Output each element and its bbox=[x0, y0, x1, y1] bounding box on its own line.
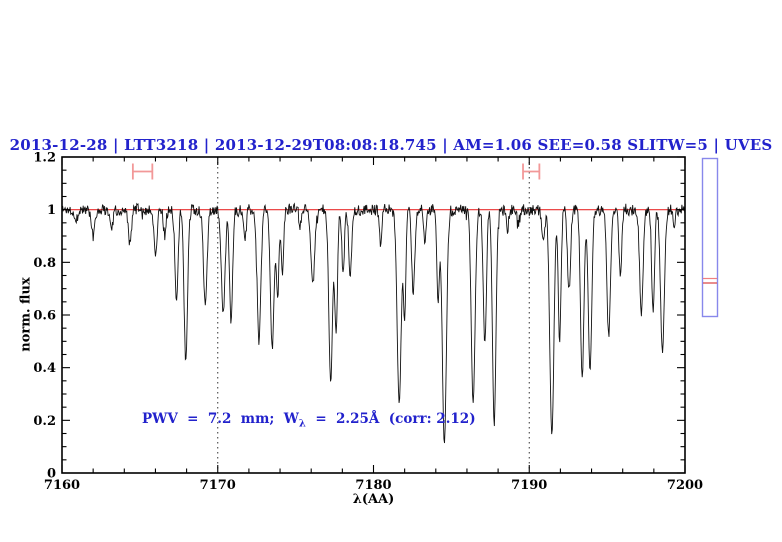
y-tick-label: 0 bbox=[47, 467, 56, 482]
wavelength-range-marker bbox=[522, 163, 541, 180]
y-tick-label: 0.8 bbox=[33, 256, 56, 271]
side-gauge-box bbox=[701, 157, 719, 318]
wavelength-range-marker bbox=[131, 163, 154, 180]
y-tick-label: 0.4 bbox=[33, 361, 56, 376]
plot-title: 2013-12-28 | LTT3218 | 2013-12-29T08:08:… bbox=[9, 136, 773, 154]
x-tick-label: 7190 bbox=[511, 478, 547, 493]
x-tick-label: 7180 bbox=[355, 478, 391, 493]
y-tick-label: 1.2 bbox=[33, 151, 56, 166]
x-tick-label: 7160 bbox=[44, 478, 80, 493]
y-axis-label: norm. flux bbox=[18, 277, 34, 352]
pwv-annotation-prefix: PWV = 7.2 mm; W bbox=[142, 411, 299, 427]
y-tick-label: 1 bbox=[47, 203, 56, 218]
spectrum-trace bbox=[61, 202, 686, 444]
x-tick-label: 7170 bbox=[200, 478, 236, 493]
y-tick-label: 0.6 bbox=[33, 309, 56, 324]
x-tick-label: 7200 bbox=[667, 478, 703, 493]
pwv-annotation: PWV = 7.2 mm; Wλ = 2.25Å (corr: 2.12) bbox=[142, 411, 476, 430]
pwv-annotation-subscript: λ bbox=[298, 418, 306, 430]
y-tick-label: 0.2 bbox=[33, 414, 56, 429]
x-axis-label: λ(AA) bbox=[352, 492, 395, 507]
pwv-annotation-suffix: = 2.25Å (corr: 2.12) bbox=[305, 411, 476, 427]
